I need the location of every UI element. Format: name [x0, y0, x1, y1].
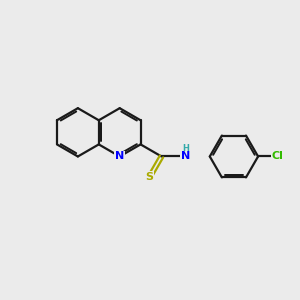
Text: H: H [182, 144, 189, 153]
Text: S: S [146, 172, 153, 182]
Text: N: N [181, 152, 190, 161]
Text: Cl: Cl [272, 152, 283, 161]
Text: N: N [115, 152, 124, 161]
